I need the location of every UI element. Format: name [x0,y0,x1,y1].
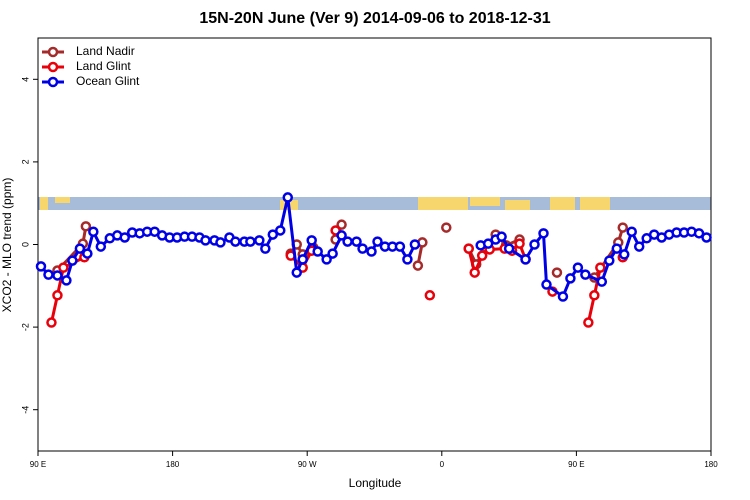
data-point [557,291,569,302]
land-patch [55,197,70,203]
x-tick-label: 90 E [568,460,584,469]
legend-label: Ocean Glint [76,74,140,88]
data-point [282,192,294,203]
x-axis-label: Longitude [349,476,402,490]
data-point [604,255,615,266]
data-point [35,261,47,272]
data-point [482,238,494,249]
data-point [297,254,308,265]
legend-marker [47,61,59,73]
data-point [366,246,377,257]
data-point [88,226,99,237]
data-point [565,273,576,284]
data-point [52,290,63,301]
data-point [95,241,107,252]
data-point [402,254,413,265]
land-patch [505,200,530,210]
data-point [275,225,286,236]
data-point [503,243,515,254]
land-patch [40,197,48,210]
data-point [520,254,531,265]
data-point [633,241,645,252]
data-point [595,262,606,273]
y-tick-label: 0 [20,242,30,247]
land-patch [418,197,468,210]
x-tick-label: 0 [440,460,445,469]
land-patch [580,197,610,210]
data-point [596,276,608,287]
data-point [580,269,591,280]
data-point [61,275,72,286]
y-axis-label: XCO2 - MLO trend (ppm) [0,178,14,313]
data-point [43,269,54,280]
legend-marker [47,76,59,88]
data-point [409,239,421,250]
data-point [46,317,57,328]
data-point [583,317,594,328]
data-point [260,243,271,254]
data-point [469,267,480,278]
chart-title: 15N-20N June (Ver 9) 2014-09-06 to 2018-… [199,10,550,27]
data-point [67,255,78,266]
data-point [412,260,424,271]
data-point [514,238,525,249]
data-point [312,246,323,257]
data-point [372,236,383,247]
data-point [230,236,241,247]
data-point [82,248,93,259]
y-tick-label: -2 [20,323,30,331]
data-point [394,241,406,252]
data-point [357,243,368,254]
data-point [267,229,279,240]
land-patch [470,197,500,206]
data-point [538,228,549,239]
data-point [572,262,584,273]
data-point [321,254,332,265]
data-point [215,237,226,248]
ocean-strip [38,197,711,210]
data-point [291,267,302,278]
data-point [342,236,353,247]
data-point [701,232,712,243]
land-patch [550,197,575,210]
data-point [529,239,540,250]
x-tick-label: 90 E [30,460,46,469]
data-point [351,236,362,247]
x-tick-label: 180 [704,460,718,469]
y-tick-label: -4 [20,406,30,414]
data-point [626,226,637,237]
data-point [619,249,630,260]
data-point [245,236,256,247]
y-tick-label: 4 [20,77,30,82]
data-point [80,221,92,232]
legend-label: Land Glint [76,59,131,73]
data-point [52,270,63,281]
data-point [74,243,86,254]
data-point [254,235,265,246]
data-point [306,235,317,246]
data-point [611,243,623,254]
y-tick-label: 2 [20,159,30,164]
data-point [424,290,436,301]
data-point [617,222,629,233]
legend-marker [47,46,59,58]
data-point [336,230,347,241]
data-point [541,279,552,290]
data-point [441,222,452,233]
data-point [693,228,705,239]
data-point [589,290,600,301]
data-point [476,250,488,261]
data-point [119,232,130,243]
data-point [327,248,338,259]
data-point [200,235,211,246]
x-tick-label: 90 W [298,460,317,469]
legend-label: Land Nadir [76,44,135,58]
data-point [463,243,474,254]
data-point [496,231,507,242]
data-point [336,219,347,230]
data-point [551,267,563,278]
data-point [58,262,69,273]
x-tick-label: 180 [166,460,180,469]
